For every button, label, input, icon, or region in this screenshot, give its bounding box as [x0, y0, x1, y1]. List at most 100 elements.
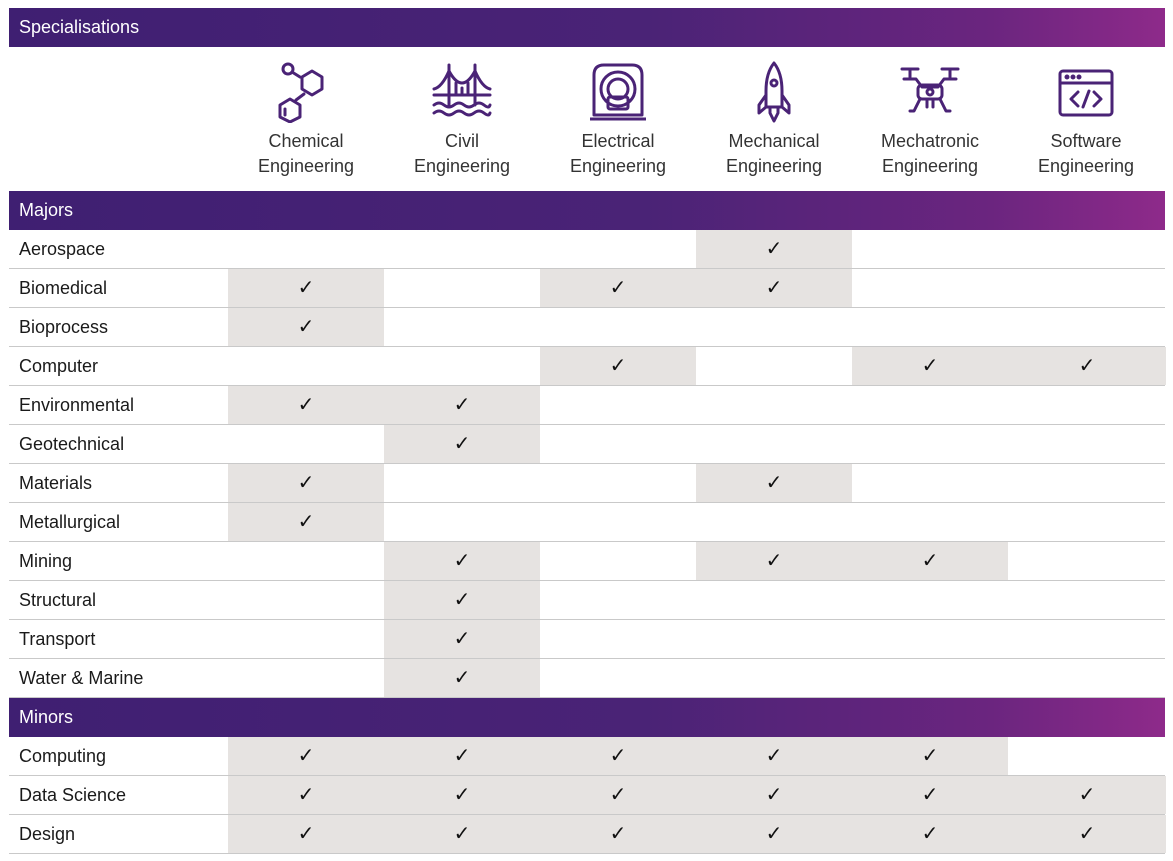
- checkmark-icon: ✓: [1078, 823, 1096, 845]
- checked-cell: ✓: [696, 464, 852, 502]
- checkmark-icon: ✓: [609, 745, 627, 767]
- column-label-line1: Electrical: [581, 131, 655, 151]
- specialisations-title: Specialisations: [19, 17, 140, 37]
- checked-cell: ✓: [852, 737, 1008, 775]
- checkmark-icon: ✓: [297, 316, 315, 338]
- checkmark-icon: ✓: [921, 823, 939, 845]
- empty-cell: [1008, 464, 1166, 502]
- checked-cell: ✓: [384, 737, 540, 775]
- checked-cell: ✓: [228, 503, 384, 541]
- checked-cell: ✓: [228, 308, 384, 346]
- column-label-line1: Civil: [445, 131, 479, 151]
- empty-cell: [540, 620, 696, 658]
- table-row: Metallurgical ✓: [9, 503, 1165, 542]
- empty-cell: [540, 542, 696, 580]
- column-label-line1: Chemical: [268, 131, 344, 151]
- row-label: Computing: [19, 746, 107, 766]
- row-label: Bioprocess: [19, 317, 109, 337]
- column-label-line2: Engineering: [257, 156, 355, 176]
- checkmark-icon: ✓: [609, 355, 627, 377]
- checked-cell: ✓: [384, 581, 540, 619]
- table-row: Geotechnical ✓: [9, 425, 1165, 464]
- checkmark-icon: ✓: [921, 550, 939, 572]
- empty-cell: [696, 659, 852, 697]
- checked-cell: ✓: [384, 815, 540, 853]
- checked-cell: ✓: [540, 737, 696, 775]
- column-label-line1: Mechanical: [728, 131, 820, 151]
- column-label-line2: Engineering: [881, 156, 979, 176]
- empty-cell: [540, 581, 696, 619]
- empty-cell: [384, 230, 540, 268]
- row-label: Metallurgical: [19, 512, 121, 532]
- empty-cell: [1008, 737, 1166, 775]
- table-row: Transport ✓: [9, 620, 1165, 659]
- empty-cell: [384, 308, 540, 346]
- empty-cell: [852, 503, 1008, 541]
- checkmark-icon: ✓: [921, 355, 939, 377]
- column-software-engineering: Software Engineering: [1008, 47, 1164, 191]
- empty-cell: [228, 425, 384, 463]
- rocket-icon: [757, 61, 791, 123]
- checked-cell: ✓: [1008, 815, 1166, 853]
- checkmark-icon: ✓: [765, 823, 783, 845]
- checked-cell: ✓: [228, 776, 384, 814]
- row-label: Biomedical: [19, 278, 108, 298]
- minors-section-header: Minors: [9, 698, 1165, 737]
- column-label-line1: Software: [1050, 131, 1122, 151]
- column-mechatronic-engineering: Mechatronic Engineering: [852, 47, 1008, 191]
- column-label-line2: Engineering: [413, 156, 511, 176]
- column-label-line2: Engineering: [1037, 156, 1135, 176]
- empty-cell: [228, 620, 384, 658]
- table-row: Water & Marine ✓: [9, 659, 1165, 698]
- checkmark-icon: ✓: [765, 784, 783, 806]
- checkmark-icon: ✓: [765, 472, 783, 494]
- empty-cell: [852, 464, 1008, 502]
- empty-cell: [696, 308, 852, 346]
- empty-cell: [696, 425, 852, 463]
- empty-cell: [384, 269, 540, 307]
- checked-cell: ✓: [228, 386, 384, 424]
- empty-cell: [696, 581, 852, 619]
- row-label: Computer: [19, 356, 99, 376]
- row-label: Water & Marine: [19, 668, 144, 688]
- empty-cell: [228, 230, 384, 268]
- row-label: Geotechnical: [19, 434, 125, 454]
- row-label: Design: [19, 824, 76, 844]
- majors-table: Aerospace ✓ Biomedical ✓ ✓ ✓ Bioprocess ✓ Comput…: [9, 230, 1166, 698]
- majors-title: Majors: [19, 200, 74, 220]
- checked-cell: ✓: [540, 815, 696, 853]
- empty-cell: [540, 464, 696, 502]
- majors-section-header: Majors: [9, 191, 1165, 230]
- empty-cell: [852, 620, 1008, 658]
- checked-cell: ✓: [852, 542, 1008, 580]
- table-row: Computer ✓ ✓ ✓: [9, 347, 1166, 386]
- drone-icon: [900, 67, 960, 113]
- checked-cell: ✓: [384, 425, 540, 463]
- empty-cell: [696, 620, 852, 658]
- empty-cell: [852, 425, 1008, 463]
- minors-table: Computing ✓ ✓ ✓ ✓ ✓ Data Science ✓ ✓ ✓ ✓ ✓ ✓ Design ✓ ✓…: [9, 737, 1166, 854]
- checkmark-icon: ✓: [453, 394, 471, 416]
- empty-cell: [228, 542, 384, 580]
- table-row: Environmental ✓ ✓: [9, 386, 1165, 425]
- empty-cell: [228, 659, 384, 697]
- empty-cell: [696, 347, 852, 385]
- table-row: Aerospace ✓: [9, 230, 1165, 269]
- checkmark-icon: ✓: [765, 745, 783, 767]
- checkmark-icon: ✓: [453, 589, 471, 611]
- column-label-line2: Engineering: [725, 156, 823, 176]
- empty-cell: [1008, 659, 1166, 697]
- minors-title: Minors: [19, 707, 74, 727]
- checkmark-icon: ✓: [1078, 784, 1096, 806]
- column-label-line2: Engineering: [569, 156, 667, 176]
- checkmark-icon: ✓: [297, 472, 315, 494]
- checked-cell: ✓: [540, 347, 696, 385]
- table-row: Mining ✓ ✓ ✓: [9, 542, 1165, 581]
- mri-scanner-icon: [590, 63, 646, 121]
- row-label: Transport: [19, 629, 96, 649]
- checkmark-icon: ✓: [297, 277, 315, 299]
- empty-cell: [1008, 503, 1166, 541]
- row-label: Structural: [19, 590, 97, 610]
- empty-cell: [384, 347, 540, 385]
- table-row: Design ✓ ✓ ✓ ✓ ✓ ✓: [9, 815, 1166, 854]
